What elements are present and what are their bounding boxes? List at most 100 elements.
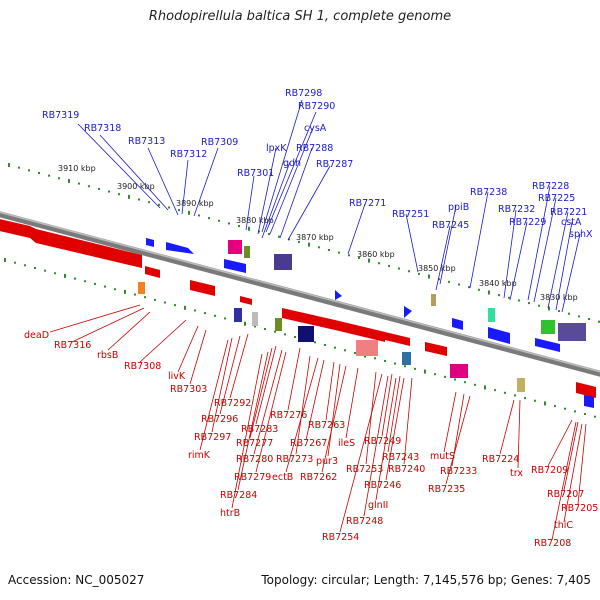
reverse-gene-arrow[interactable] <box>576 382 596 398</box>
gene-label[interactable]: thiC <box>554 520 573 531</box>
gene-label[interactable]: RB7240 <box>388 464 425 475</box>
gene-label[interactable]: RB7308 <box>124 361 161 372</box>
forward-gene-arrow[interactable] <box>166 242 194 254</box>
reverse-gene-arrow[interactable] <box>145 266 160 278</box>
forward-gene-arrow[interactable] <box>224 259 246 273</box>
gene-label[interactable]: sphX <box>569 229 593 240</box>
gene-label[interactable]: RB7253 <box>346 464 383 475</box>
gene-label[interactable]: RB7232 <box>498 204 535 215</box>
gene-label[interactable]: RB7313 <box>128 136 165 147</box>
feature-block[interactable] <box>275 318 282 331</box>
gene-label[interactable]: RB7292 <box>214 398 251 409</box>
gene-label[interactable]: RB7245 <box>432 220 469 231</box>
feature-block[interactable] <box>402 352 411 365</box>
gene-label[interactable]: RB7224 <box>482 454 519 465</box>
gene-label[interactable]: cstA <box>561 217 582 228</box>
forward-gene-arrow[interactable] <box>146 238 154 247</box>
forward-gene-arrow[interactable] <box>584 395 594 408</box>
gene-label[interactable]: RB7280 <box>236 454 273 465</box>
feature-block[interactable] <box>541 320 555 334</box>
feature-block[interactable] <box>488 308 495 322</box>
gene-label[interactable]: glnII <box>368 500 388 511</box>
feature-block[interactable] <box>517 378 525 392</box>
reverse-gene-arrow[interactable] <box>425 342 447 356</box>
forward-gene-arrow[interactable] <box>335 290 342 300</box>
gene-label[interactable]: RB7209 <box>531 465 568 476</box>
feature-block[interactable] <box>138 282 145 294</box>
gene-label[interactable]: RB7288 <box>296 143 333 154</box>
gene-label[interactable]: deaD <box>24 330 49 341</box>
gene-label[interactable]: RB7267 <box>290 438 327 449</box>
feature-block[interactable] <box>252 312 258 326</box>
gene-label[interactable]: RB7208 <box>534 538 571 549</box>
gene-label[interactable]: trx <box>510 468 523 479</box>
gene-label[interactable]: RB7290 <box>298 101 335 112</box>
gene-label[interactable]: RB7225 <box>538 193 575 204</box>
gene-label[interactable]: RB7248 <box>346 516 383 527</box>
gene-label[interactable]: livK <box>168 371 186 382</box>
feature-block[interactable] <box>431 294 436 306</box>
gene-label[interactable]: RB7207 <box>547 489 584 500</box>
gene-label[interactable]: RB7283 <box>241 424 278 435</box>
gene-label[interactable]: ileS <box>338 438 355 449</box>
gene-label[interactable]: RB7262 <box>300 472 337 483</box>
gene-label[interactable]: RB7296 <box>201 414 238 425</box>
gene-label[interactable]: RB7254 <box>322 532 359 543</box>
gene-label[interactable]: gdh <box>283 158 301 169</box>
gene-label[interactable]: RB7235 <box>428 484 465 495</box>
gene-label[interactable]: RB7271 <box>349 198 386 209</box>
gene-label[interactable]: cysA <box>304 123 327 134</box>
feature-block[interactable] <box>234 308 242 322</box>
gene-label[interactable]: RB7312 <box>170 149 207 160</box>
forward-gene-arrow[interactable] <box>404 306 412 318</box>
reverse-gene-arrow[interactable] <box>335 320 385 342</box>
forward-gene-arrow[interactable] <box>488 327 510 344</box>
gene-label[interactable]: pur3 <box>316 456 338 467</box>
gene-label[interactable]: RB7284 <box>220 490 257 501</box>
gene-label[interactable]: RB7263 <box>308 420 345 431</box>
reverse-gene-arrow[interactable] <box>240 296 252 305</box>
gene-label[interactable]: RB7221 <box>550 207 587 218</box>
feature-block[interactable] <box>450 364 468 378</box>
gene-label[interactable]: RB7229 <box>509 217 546 228</box>
reverse-gene-arrow[interactable] <box>385 332 410 346</box>
forward-gene-arrow[interactable] <box>452 318 463 330</box>
gene-label[interactable]: RB7233 <box>440 466 477 477</box>
feature-block[interactable] <box>228 240 242 254</box>
gene-label[interactable]: RB7276 <box>270 410 307 421</box>
gene-label[interactable]: rimK <box>188 450 211 461</box>
gene-label[interactable]: RB7298 <box>285 88 322 99</box>
reverse-gene-arrow[interactable] <box>0 218 30 238</box>
gene-label[interactable]: RB7316 <box>54 340 91 351</box>
gene-label[interactable]: rbsB <box>97 350 118 361</box>
feature-block[interactable] <box>298 326 314 342</box>
reverse-gene-arrow[interactable] <box>282 308 335 330</box>
gene-label[interactable]: RB7273 <box>276 454 313 465</box>
gene-label[interactable]: ectB <box>272 472 293 483</box>
gene-label[interactable]: RB7246 <box>364 480 401 491</box>
gene-label[interactable]: RB7303 <box>170 384 207 395</box>
gene-label[interactable]: ppiB <box>448 202 469 213</box>
gene-label[interactable]: RB7297 <box>194 432 231 443</box>
gene-label[interactable]: RB7319 <box>42 110 79 121</box>
gene-label[interactable]: RB7287 <box>316 159 353 170</box>
reverse-gene-arrow[interactable] <box>30 226 142 268</box>
gene-label[interactable]: RB7243 <box>382 452 419 463</box>
gene-label[interactable]: RB7277 <box>236 438 273 449</box>
gene-label[interactable]: RB7228 <box>532 181 569 192</box>
feature-block[interactable] <box>244 246 250 258</box>
gene-label[interactable]: RB7279 <box>234 472 271 483</box>
gene-label[interactable]: mutS <box>430 451 455 462</box>
forward-gene-arrow[interactable] <box>535 338 560 352</box>
gene-label[interactable]: RB7301 <box>237 168 274 179</box>
reverse-gene-arrow[interactable] <box>190 280 215 296</box>
feature-block[interactable] <box>558 323 586 341</box>
feature-block[interactable] <box>356 340 378 356</box>
gene-label[interactable]: RB7309 <box>201 137 238 148</box>
feature-block[interactable] <box>274 254 292 270</box>
gene-label[interactable]: RB7238 <box>470 187 507 198</box>
gene-label[interactable]: RB7249 <box>364 436 401 447</box>
gene-label[interactable]: htrB <box>220 508 240 519</box>
gene-label[interactable]: RB7318 <box>84 123 121 134</box>
gene-label[interactable]: RB7251 <box>392 209 429 220</box>
